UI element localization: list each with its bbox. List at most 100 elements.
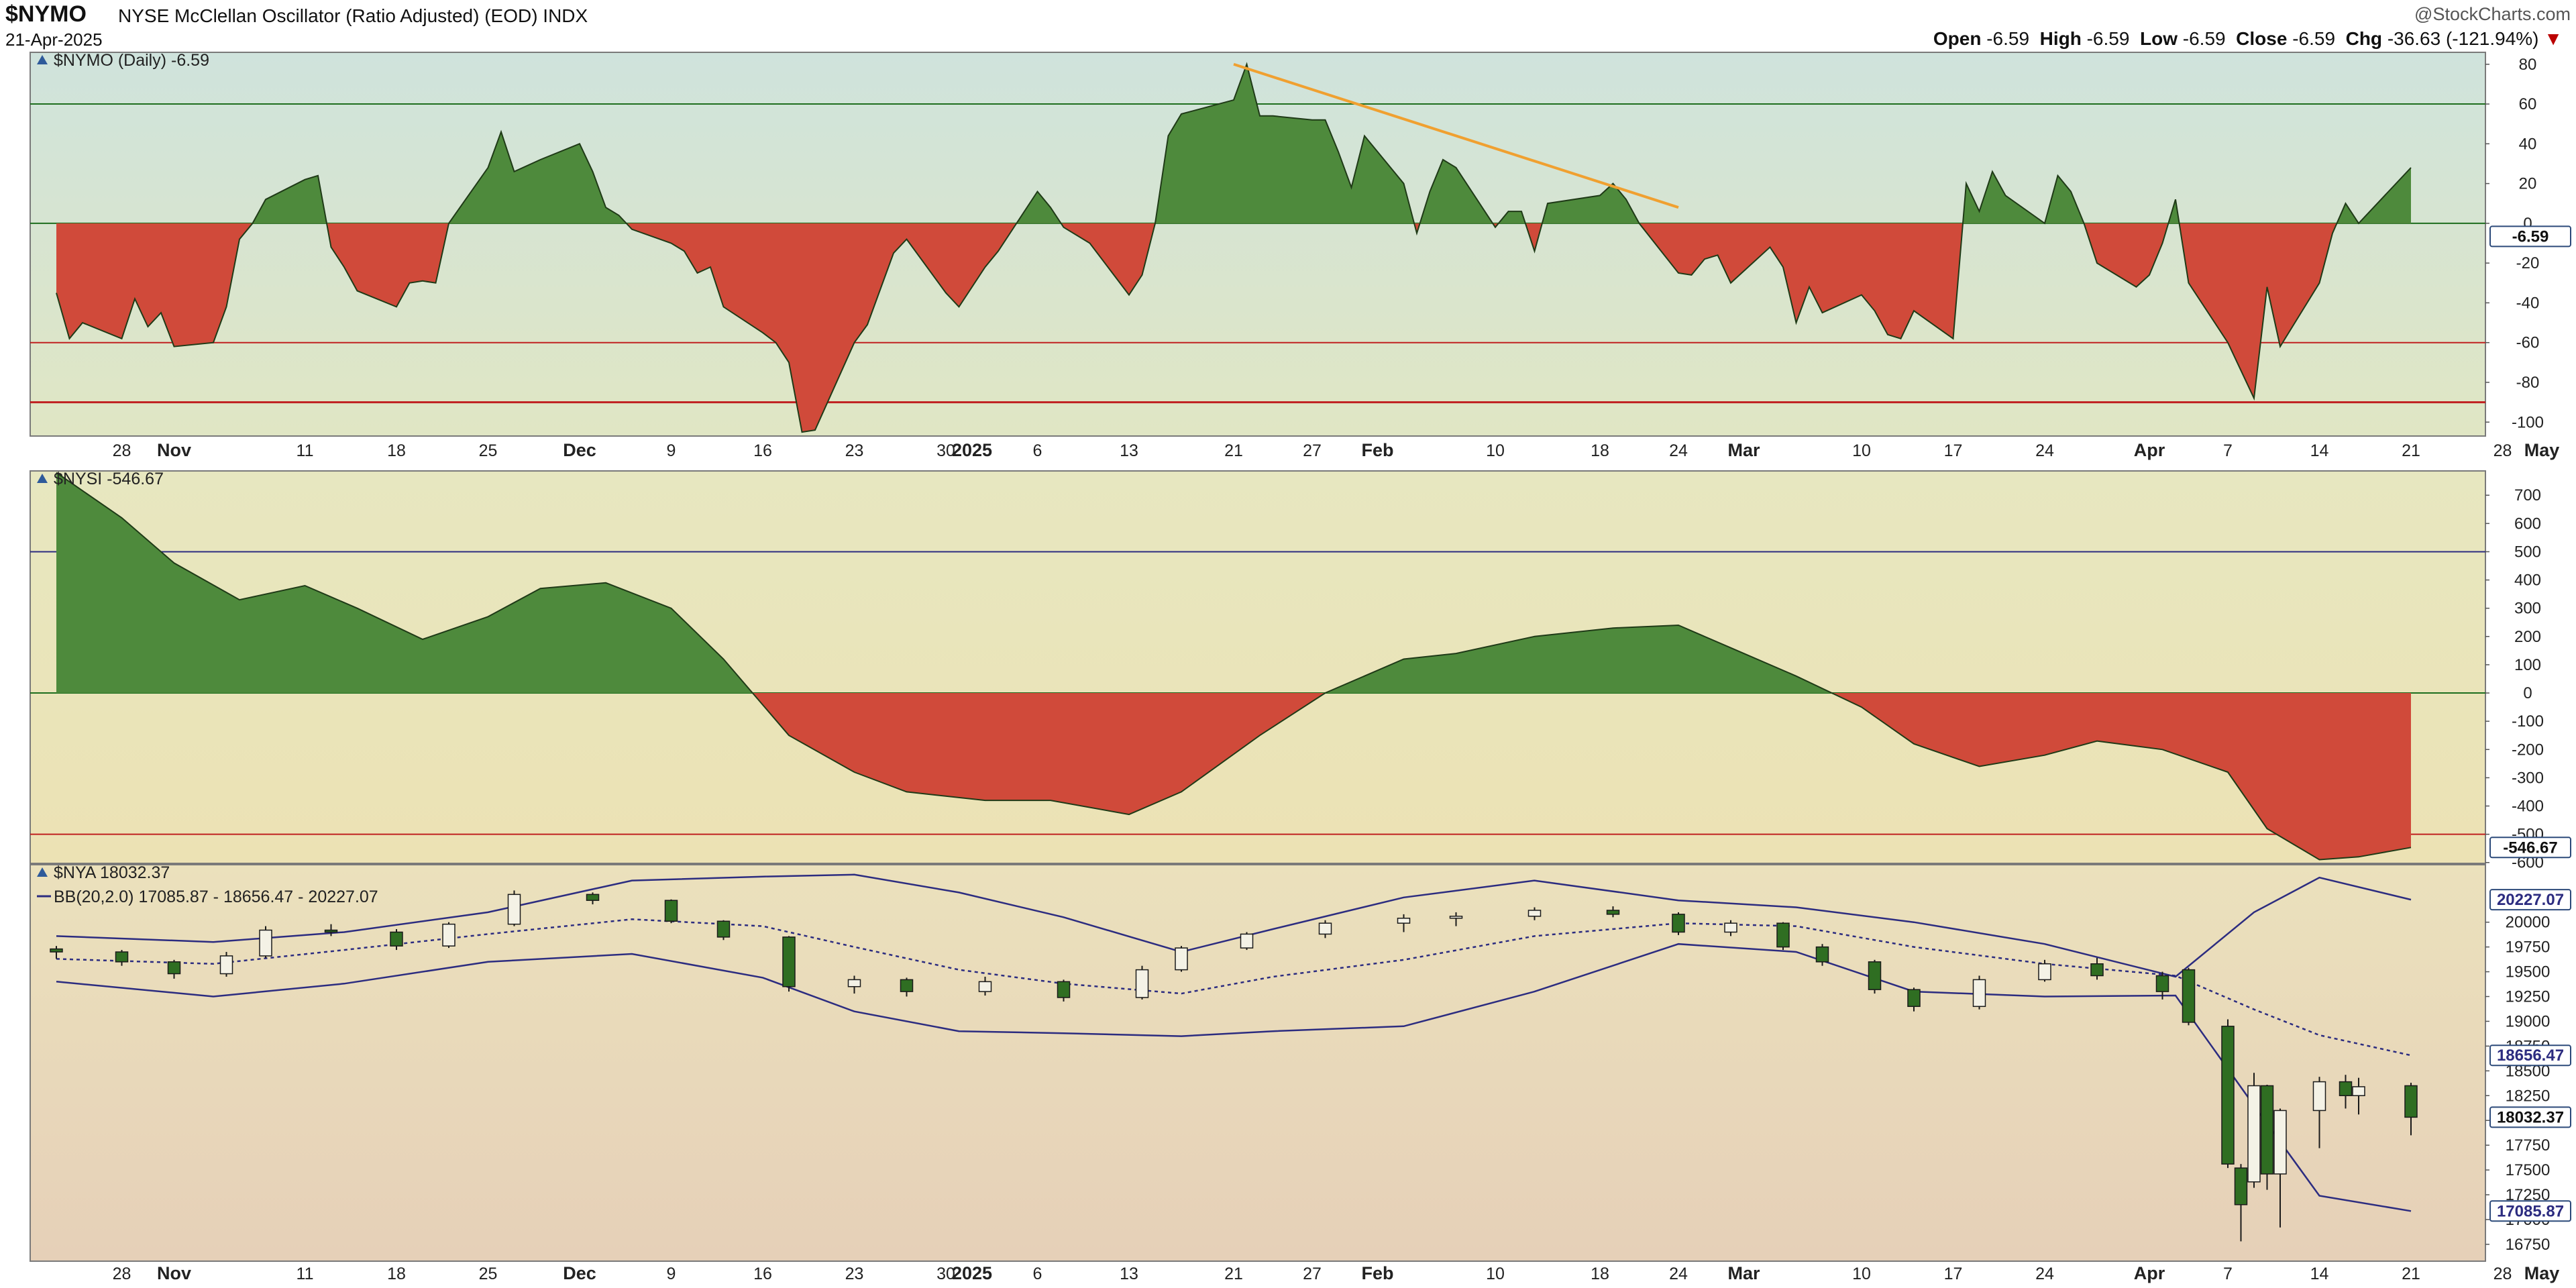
x-tick-label-bottom: 7: [2223, 1265, 2233, 1283]
x-tick-label-bottom: Nov: [157, 1263, 191, 1283]
close-label: Close: [2236, 28, 2288, 49]
y-tick-label: 19750: [2506, 938, 2551, 957]
nymo-positive-area: [252, 64, 2411, 223]
y-tick-label: 500: [2514, 543, 2541, 561]
candle-body: [2234, 1167, 2248, 1205]
nymo-last-value-box: [2489, 225, 2571, 248]
y-tick-label: -60: [2516, 334, 2540, 352]
x-tick-label-bottom: 23: [845, 1265, 864, 1283]
y-tick-label: 19250: [2506, 988, 2551, 1006]
x-tick-label-bottom: 10: [1852, 1265, 1871, 1283]
y-tick-label: -400: [2512, 798, 2544, 816]
candle-body: [978, 981, 992, 992]
y-tick-label: -200: [2512, 741, 2544, 759]
y-tick-label: 40: [2519, 135, 2537, 153]
nymo-area-group: [56, 62, 2412, 433]
pane-3-frame: [30, 864, 2486, 1262]
candle-body: [664, 900, 678, 922]
nysi-positive-area: [56, 472, 1832, 694]
x-tick-label-bottom: 6: [1033, 1265, 1042, 1283]
candle-body: [2038, 963, 2051, 981]
x-tick-label-bottom: Feb: [1361, 1263, 1393, 1283]
candle-body: [1672, 914, 1685, 933]
x-tick-label-bottom: 28: [2493, 1265, 2512, 1283]
nysi-last-value: -546.67: [2503, 839, 2557, 857]
candle-body: [586, 894, 600, 901]
candle-body: [324, 929, 338, 933]
symbol-title: $NYMO: [5, 1, 87, 27]
candle-body: [1868, 961, 1882, 990]
x-tick-label-bottom: Dec: [563, 1263, 596, 1283]
nysi-pane-title: $NYSI -546.67: [54, 470, 164, 488]
candle-body: [2404, 1085, 2418, 1118]
x-tick-label: 17: [1944, 441, 1963, 460]
x-tick-label: 18: [1591, 441, 1609, 460]
nysi-last-value-box: [2489, 837, 2571, 859]
x-tick-label: 30: [936, 441, 955, 460]
x-tick-label: 23: [845, 441, 864, 460]
y-tick-label: -100: [2512, 712, 2544, 731]
chart-date: 21-Apr-2025: [5, 30, 103, 50]
pane-label-icon: [37, 867, 48, 877]
x-tick-label-bottom: 10: [1486, 1265, 1505, 1283]
bb-lower-value: 17085.87: [2497, 1202, 2564, 1220]
x-tick-label-bottom: May: [2524, 1263, 2560, 1283]
candle-body: [900, 979, 914, 992]
y-tick-label: -300: [2512, 769, 2544, 787]
x-tick-label: May: [2524, 440, 2560, 460]
x-tick-label-bottom: 11: [297, 1265, 314, 1283]
candle-body: [2182, 969, 2196, 1023]
y-tick-label: 400: [2514, 572, 2541, 590]
x-tick-label-bottom: 24: [2035, 1265, 2054, 1283]
y-tick-label: 0: [2523, 684, 2532, 702]
x-tick-label: 2025: [952, 440, 992, 460]
y-tick-label: 18250: [2506, 1087, 2551, 1105]
x-tick-label-bottom: 21: [1224, 1265, 1243, 1283]
y-tick-label: 20: [2519, 175, 2537, 193]
nymo-last-value: -6.59: [2512, 227, 2549, 246]
x-tick-label-bottom: 18: [387, 1265, 406, 1283]
candle-body: [442, 923, 455, 947]
x-tick-label: Dec: [563, 440, 596, 460]
candle-body: [1972, 979, 1986, 1008]
nya-pane-title: $NYA 18032.37: [54, 863, 170, 882]
x-tick-label-bottom: 9: [667, 1265, 676, 1283]
low-label: Low: [2140, 28, 2178, 49]
candle-body: [1240, 933, 1254, 949]
x-tick-label: 10: [1486, 441, 1505, 460]
symbol-name: NYSE McClellan Oscillator (Ratio Adjuste…: [118, 5, 538, 26]
pane-label-icon: [37, 474, 48, 483]
y-tick-label: 17500: [2506, 1161, 2551, 1179]
open-label: Open: [1933, 28, 1982, 49]
low-value: -6.59: [2182, 28, 2226, 49]
candle-body: [2312, 1081, 2326, 1112]
high-value: -6.59: [2086, 28, 2130, 49]
nymo-pane-title: $NYMO (Daily) -6.59: [54, 51, 209, 70]
x-tick-label: 28: [2493, 441, 2512, 460]
x-tick-label-bottom: 27: [1303, 1265, 1322, 1283]
nya-plot-group: [50, 873, 2418, 1242]
chart-header: $NYMO NYSE McClellan Oscillator (Ratio A…: [0, 0, 2576, 52]
y-tick-label: 19500: [2506, 963, 2551, 981]
candle-body: [2221, 1026, 2235, 1165]
y-tick-label: 19000: [2506, 1012, 2551, 1030]
date-axis-band-bottom: [0, 1261, 2576, 1288]
x-tick-label-bottom: 17: [1944, 1265, 1963, 1283]
x-tick-label-bottom: 16: [753, 1265, 772, 1283]
nymo-negative-area: [56, 223, 2411, 433]
candle-body: [259, 929, 272, 957]
bb-middle-value-box: [2489, 1044, 2571, 1067]
candle-body: [1606, 910, 1620, 915]
y-tick-label: 16750: [2506, 1236, 2551, 1254]
chg-value: -36.63 (-121.94%): [2387, 28, 2539, 49]
x-tick-label: 14: [2310, 441, 2329, 460]
x-tick-label: 10: [1852, 441, 1871, 460]
candle-body: [1175, 947, 1188, 971]
x-tick-label-bottom: 30: [936, 1265, 955, 1283]
candle-body: [50, 948, 63, 953]
y-tick-label: 17750: [2506, 1136, 2551, 1155]
x-tick-label: 25: [479, 441, 498, 460]
y-tick-label: 20000: [2506, 914, 2551, 932]
bollinger-legend-label: BB(20,2.0) 17085.87 - 18656.47 - 20227.0…: [54, 888, 378, 906]
y-tick-label: 600: [2514, 515, 2541, 533]
